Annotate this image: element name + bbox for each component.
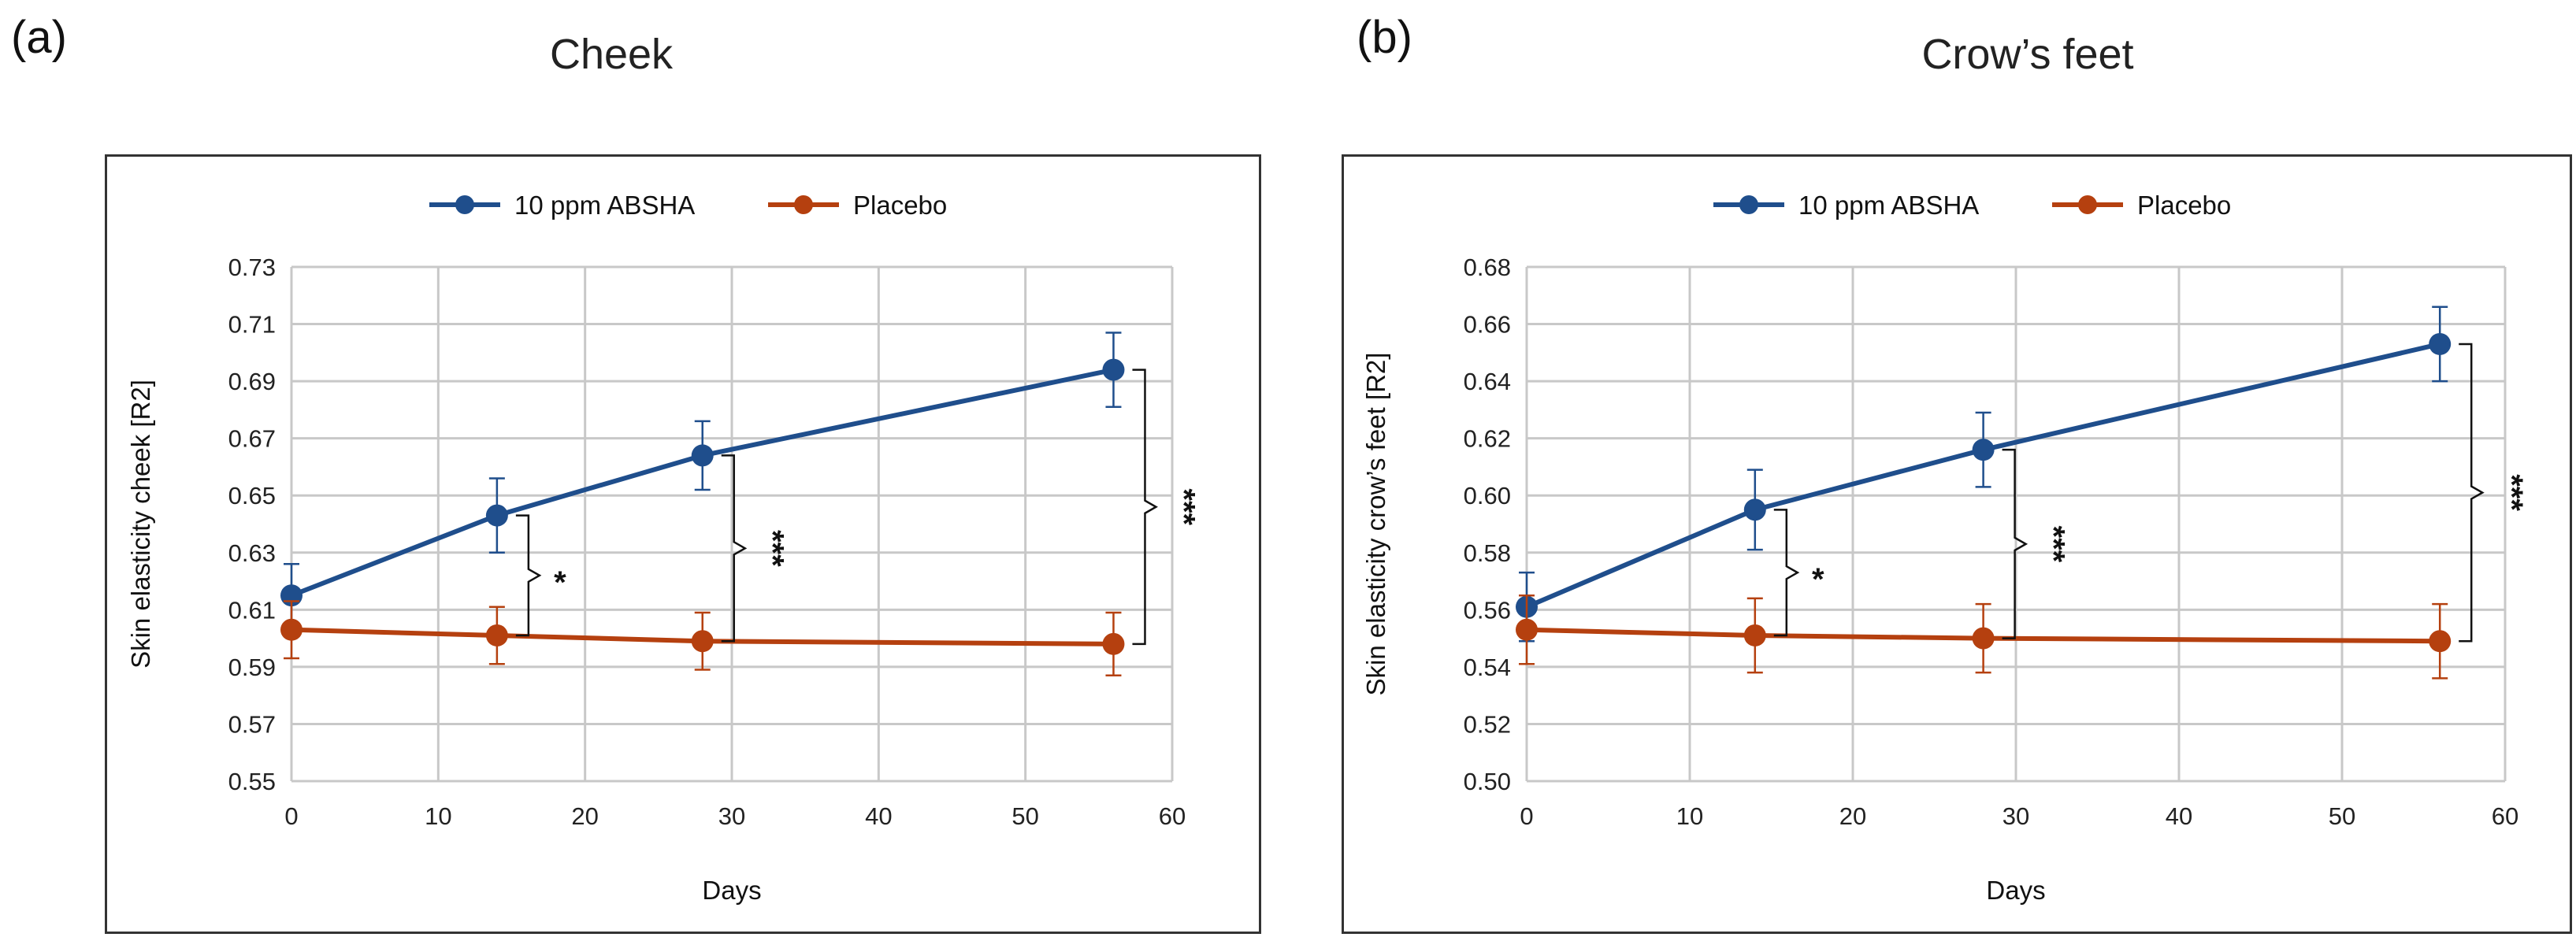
pb-y-tick-label: 0.54 [1464,654,1511,681]
pb-y-axis-title: Skin elasticity crow’s feet [R2] [1361,353,1390,696]
pa-significance-bracket [721,454,748,643]
pa-series-1-point [1102,632,1125,655]
pb-y-tick-label: 0.60 [1464,482,1511,509]
pa-y-tick-label: 0.61 [228,596,276,624]
pa-x-tick-label: 0 [284,802,298,830]
pb-y-tick-label: 0.68 [1464,254,1511,281]
pb-y-tick-label: 0.50 [1464,768,1511,795]
pb-series-1-point [2429,630,2452,653]
pb-series-0-point [2429,332,2452,355]
pb-y-tick-label: 0.52 [1464,710,1511,738]
pb-x-tick-label: 60 [2492,802,2518,830]
pa-legend-marker-0 [455,195,474,214]
pb-series-1-point [1516,618,1538,641]
pa-x-tick-label: 20 [571,802,598,830]
pb-x-tick-label: 20 [1839,802,1866,830]
pa-x-tick-label: 30 [718,802,745,830]
pb-legend-label-0: 10 ppm ABSHA [1798,191,1979,220]
pb-legend-marker-0 [1739,195,1758,214]
pb-series-0-line [1525,342,2441,609]
panel-a-title: Cheek [549,31,674,78]
pb-y-tick-label: 0.56 [1464,596,1511,624]
pa-series-0-point [1102,358,1125,381]
pa-y-tick-label: 0.65 [228,482,276,509]
panel-b-frame [1342,154,2572,934]
pa-y-tick-label: 0.57 [228,710,276,738]
pa-significance-bracket [515,514,542,637]
pa-y-tick-label: 0.63 [228,539,276,567]
pb-series-1-point [1972,627,1995,650]
panel-a-label: (a) [11,12,67,63]
pb-x-tick-label: 50 [2329,802,2355,830]
pa-series-0-line [290,367,1115,598]
pa-series-1-line [291,627,1114,646]
pa-legend-label-0: 10 ppm ABSHA [514,191,695,220]
pa-legend-label-1: Placebo [853,191,947,220]
pa-y-axis-title: Skin elasticity cheek [R2] [126,380,155,669]
pb-significance-bracket [1773,509,1800,637]
pa-y-tick-label: 0.59 [228,654,276,681]
pb-legend-marker-1 [2078,195,2097,214]
pa-significance-label: *** [755,530,790,567]
pb-significance-label: *** [2494,474,2529,511]
pb-y-tick-label: 0.64 [1464,368,1511,395]
pb-series-0-point [1743,498,1766,521]
pb-y-tick-label: 0.58 [1464,539,1511,567]
pa-significance-label: * [554,565,566,600]
pa-x-tick-label: 10 [425,802,451,830]
pa-significance-bracket [1132,369,1158,646]
pa-series-1-point [280,618,303,641]
pa-y-tick-label: 0.73 [228,254,276,281]
pb-x-tick-label: 40 [2166,802,2192,830]
pa-y-tick-label: 0.71 [228,311,276,339]
pb-y-tick-label: 0.62 [1464,425,1511,453]
pa-series-1-point [485,624,508,646]
panel-b-label: (b) [1357,12,1412,63]
pb-significance-bracket [2002,448,2029,639]
pb-series-1-point [1743,624,1766,646]
pb-x-axis-title: Days [1986,876,2045,905]
pb-series-0-point [1972,439,1995,461]
panel-b-title: Crow’s feet [1921,31,2134,78]
pb-series-1-line [1526,627,2441,644]
pa-y-tick-label: 0.55 [228,768,276,795]
pa-x-tick-label: 50 [1011,802,1038,830]
pb-x-tick-label: 30 [2003,802,2029,830]
pb-significance-label: *** [2036,526,2071,563]
pa-x-axis-title: Days [702,876,761,905]
pa-legend-marker-1 [794,195,813,214]
pa-x-tick-label: 60 [1159,802,1186,830]
pb-legend-label-1: Placebo [2137,191,2231,220]
pb-x-tick-label: 0 [1520,802,1533,830]
pa-significance-label: *** [1166,488,1201,525]
pb-significance-label: * [1812,562,1824,597]
pa-y-tick-label: 0.69 [228,368,276,395]
pa-y-tick-label: 0.67 [228,425,276,453]
pb-x-tick-label: 10 [1676,802,1703,830]
pa-series-0-point [485,504,508,527]
pa-x-tick-label: 40 [865,802,892,830]
pb-y-tick-label: 0.66 [1464,311,1511,339]
pb-significance-bracket [2459,343,2485,643]
pa-series-1-point [691,630,714,653]
panel-a-frame [105,154,1261,934]
pa-series-0-point [691,444,714,467]
